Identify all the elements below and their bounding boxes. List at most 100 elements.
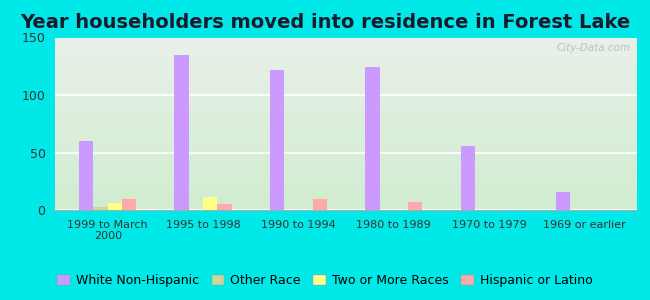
Bar bbox=[55, 202, 637, 203]
Bar bbox=[55, 76, 637, 77]
Bar bbox=[55, 101, 637, 102]
Bar bbox=[55, 133, 637, 134]
Bar bbox=[55, 107, 637, 108]
Bar bbox=[55, 110, 637, 111]
Bar bbox=[55, 141, 637, 142]
Bar bbox=[55, 126, 637, 127]
Bar bbox=[55, 63, 637, 64]
Bar bbox=[55, 198, 637, 199]
Bar bbox=[365, 68, 380, 210]
Bar bbox=[55, 124, 637, 125]
Bar bbox=[55, 61, 637, 62]
Bar bbox=[55, 39, 637, 40]
Bar bbox=[55, 153, 637, 154]
Bar bbox=[55, 155, 637, 156]
Bar bbox=[55, 85, 637, 86]
Bar bbox=[55, 65, 637, 66]
Bar bbox=[55, 147, 637, 148]
Bar bbox=[55, 100, 637, 101]
Bar bbox=[55, 61, 637, 62]
Bar bbox=[55, 71, 637, 72]
Bar bbox=[55, 87, 637, 88]
Bar bbox=[55, 45, 637, 46]
Bar bbox=[55, 205, 637, 206]
Bar bbox=[55, 122, 637, 123]
Bar bbox=[55, 139, 637, 140]
Bar bbox=[55, 60, 637, 61]
Bar bbox=[55, 86, 637, 87]
Bar bbox=[55, 181, 637, 182]
Bar bbox=[203, 197, 217, 210]
Bar bbox=[55, 121, 637, 122]
Bar bbox=[55, 203, 637, 204]
Bar bbox=[55, 89, 637, 90]
Bar bbox=[55, 152, 637, 153]
Bar bbox=[79, 141, 94, 210]
Bar bbox=[55, 172, 637, 173]
Bar bbox=[55, 191, 637, 192]
Bar bbox=[55, 162, 637, 163]
Bar bbox=[55, 120, 637, 121]
Bar bbox=[55, 81, 637, 82]
Bar bbox=[313, 199, 327, 210]
Bar bbox=[55, 146, 637, 147]
Bar bbox=[408, 202, 422, 210]
Bar bbox=[55, 82, 637, 83]
Bar bbox=[94, 206, 108, 210]
Bar bbox=[55, 40, 637, 41]
Bar bbox=[55, 194, 637, 195]
Bar bbox=[55, 100, 637, 101]
Bar bbox=[55, 127, 637, 128]
Bar bbox=[55, 77, 637, 78]
Bar bbox=[55, 88, 637, 89]
Bar bbox=[55, 192, 637, 193]
Bar bbox=[55, 167, 637, 168]
Bar bbox=[55, 187, 637, 188]
Bar bbox=[55, 116, 637, 117]
Bar bbox=[55, 175, 637, 176]
Bar bbox=[55, 165, 637, 166]
Bar bbox=[55, 52, 637, 53]
Bar bbox=[55, 157, 637, 158]
Bar bbox=[55, 113, 637, 114]
Bar bbox=[55, 159, 637, 160]
Bar bbox=[55, 197, 637, 198]
Bar bbox=[55, 109, 637, 110]
Bar bbox=[55, 134, 637, 135]
Bar bbox=[55, 130, 637, 131]
Bar bbox=[55, 169, 637, 170]
Bar bbox=[55, 156, 637, 157]
Bar bbox=[55, 73, 637, 74]
Bar bbox=[55, 177, 637, 178]
Bar bbox=[55, 158, 637, 159]
Bar bbox=[55, 173, 637, 174]
Bar bbox=[55, 104, 637, 105]
Bar bbox=[55, 196, 637, 197]
Bar bbox=[55, 206, 637, 207]
Bar bbox=[55, 80, 637, 81]
Bar bbox=[55, 184, 637, 185]
Bar bbox=[55, 56, 637, 57]
Bar bbox=[55, 98, 637, 99]
Bar bbox=[55, 99, 637, 100]
Bar bbox=[55, 112, 637, 113]
Bar bbox=[108, 203, 122, 210]
Bar bbox=[55, 176, 637, 177]
Bar bbox=[55, 75, 637, 76]
Bar bbox=[55, 114, 637, 115]
Bar bbox=[55, 50, 637, 51]
Bar bbox=[55, 193, 637, 194]
Bar bbox=[55, 48, 637, 49]
Bar bbox=[55, 168, 637, 169]
Bar bbox=[55, 164, 637, 165]
Bar bbox=[55, 53, 637, 54]
Bar bbox=[55, 70, 637, 71]
Bar bbox=[55, 117, 637, 118]
Bar bbox=[55, 119, 637, 120]
Bar bbox=[55, 111, 637, 112]
Bar bbox=[55, 59, 637, 60]
Bar bbox=[55, 145, 637, 146]
Bar bbox=[55, 58, 637, 59]
Bar bbox=[270, 70, 284, 210]
Bar bbox=[55, 207, 637, 208]
